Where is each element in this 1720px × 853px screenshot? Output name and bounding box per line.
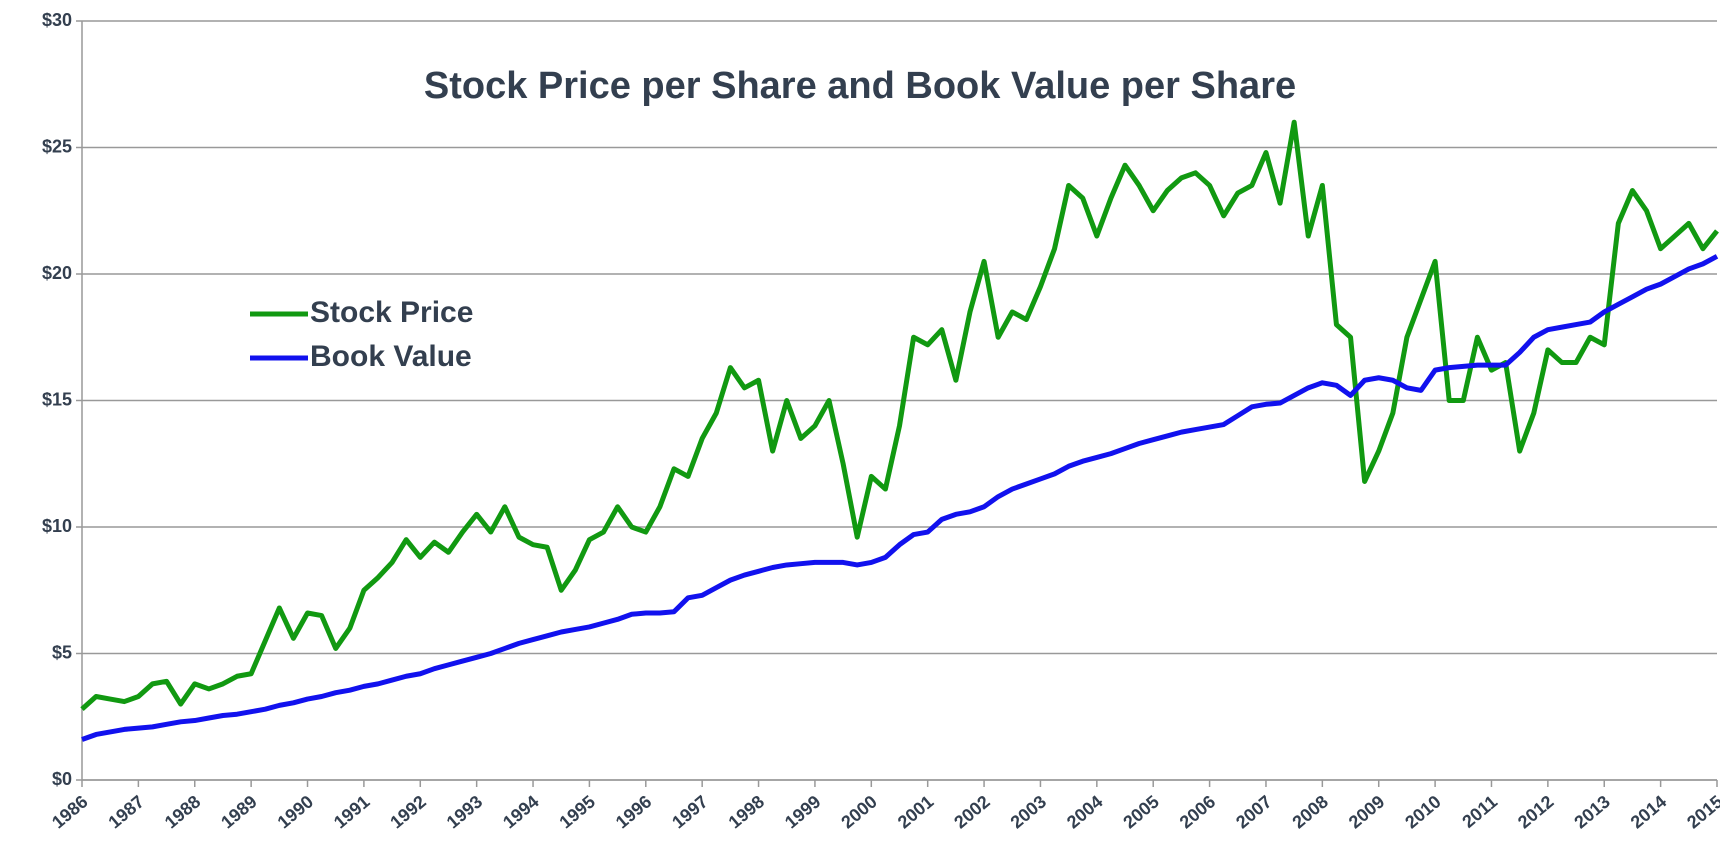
x-tick-label: 1996 [612, 791, 656, 832]
series-line [80, 119, 1719, 712]
x-tick-label: 1997 [668, 791, 712, 832]
x-tick-label: 1992 [386, 791, 430, 832]
x-tick-label: 1993 [443, 791, 487, 832]
x-tick-label: 2003 [1007, 791, 1051, 832]
x-tick-label: 2000 [837, 791, 881, 832]
x-tick-label: 1994 [499, 791, 543, 832]
x-tick-label: 1987 [104, 791, 148, 832]
x-tick-label: 1991 [330, 791, 374, 832]
x-tick-label: 2005 [1119, 791, 1163, 832]
x-tick-label: 1986 [48, 791, 92, 832]
y-tick-label: $20 [42, 263, 72, 283]
x-tick-label: 2007 [1232, 791, 1276, 832]
y-tick-label: $0 [52, 769, 72, 789]
x-tick-label: 2012 [1514, 791, 1558, 832]
x-tick-label: 2013 [1570, 791, 1614, 832]
y-tick-label: $10 [42, 516, 72, 536]
x-tick-label: 1988 [161, 791, 205, 832]
x-tick-label: 2009 [1345, 791, 1389, 832]
x-tick-label: 2008 [1288, 791, 1332, 832]
x-tick-label: 1998 [725, 791, 769, 832]
y-tick-label: $5 [52, 642, 72, 662]
x-tick-label: 2002 [950, 791, 994, 832]
x-tick-label: 2004 [1063, 791, 1107, 832]
x-tick-label: 1995 [556, 791, 600, 832]
legend-label: Stock Price [310, 296, 473, 329]
x-tick-label: 1990 [274, 791, 318, 832]
x-tick-label: 2014 [1627, 791, 1671, 832]
y-tick-label: $25 [42, 136, 72, 156]
series-line [81, 254, 1719, 742]
x-tick-label: 2011 [1458, 791, 1501, 831]
x-tick-label: 2001 [894, 791, 938, 832]
x-tick-label: 1989 [217, 791, 261, 832]
chart-title: Stock Price per Share and Book Value per… [424, 65, 1296, 107]
x-tick-label: 2006 [1176, 791, 1220, 832]
x-tick-label: 1999 [781, 791, 825, 832]
legend-label: Book Value [310, 340, 472, 373]
x-tick-label: 2010 [1401, 791, 1445, 832]
x-tick-label: 2015 [1683, 791, 1720, 832]
y-tick-label: $15 [42, 389, 72, 409]
y-tick-label: $30 [42, 10, 72, 30]
